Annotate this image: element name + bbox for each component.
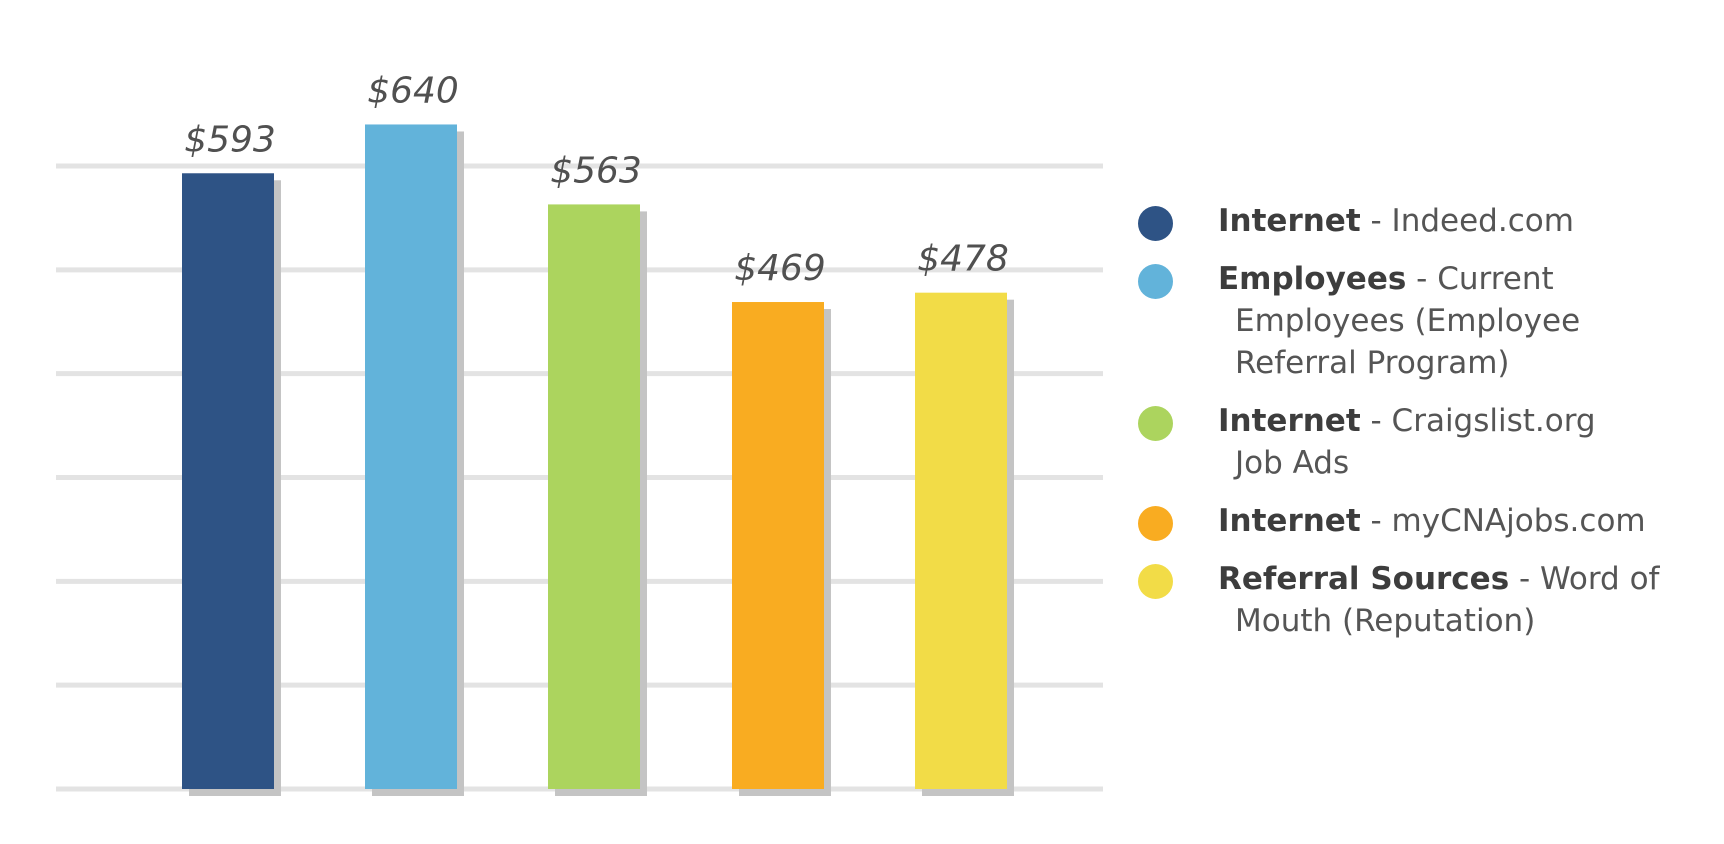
bar xyxy=(365,124,457,789)
legend-item-label: - Current xyxy=(1406,261,1554,297)
data-label: $563 xyxy=(550,150,642,191)
data-label: $469 xyxy=(734,248,826,289)
bar xyxy=(548,204,640,789)
bar xyxy=(182,173,274,790)
legend-item-sublabel: Employees (Employee Referral Program) xyxy=(1235,303,1581,381)
legend-item: Internet - Craigslist.org Job Ads xyxy=(1125,400,1685,484)
legend-item: Internet - myCNAjobs.com xyxy=(1125,500,1685,542)
legend-item-label: - Craigslist.org xyxy=(1360,403,1596,439)
legend-item: Internet - Indeed.com xyxy=(1125,200,1685,242)
bar-chart: $593 $640 $563 $469 $478 xyxy=(56,70,1103,797)
data-label: $478 xyxy=(917,239,1009,280)
legend-item-label: - myCNAjobs.com xyxy=(1360,503,1646,539)
bar xyxy=(915,292,1007,789)
legend: Internet - Indeed.com Employees - Curren… xyxy=(1125,200,1685,658)
legend-dot-icon xyxy=(1138,406,1173,441)
legend-item-label: - Word of xyxy=(1509,561,1660,597)
legend-dot-icon xyxy=(1138,206,1173,241)
legend-item-category: Employees xyxy=(1218,261,1407,297)
legend-item-sublabel: Mouth (Reputation) xyxy=(1235,603,1536,639)
legend-item: Employees - Current Employees (Employee … xyxy=(1125,258,1685,384)
legend-item-sublabel: Job Ads xyxy=(1235,445,1350,481)
legend-item-category: Internet xyxy=(1218,203,1361,239)
legend-dot-icon xyxy=(1138,564,1173,599)
bar xyxy=(732,302,824,789)
data-label: $593 xyxy=(184,119,276,160)
legend-item-category: Internet xyxy=(1218,403,1361,439)
legend-item-label: - Indeed.com xyxy=(1360,203,1574,239)
legend-item: Referral Sources - Word of Mouth (Reputa… xyxy=(1125,558,1685,642)
data-label: $640 xyxy=(367,70,459,111)
legend-dot-icon xyxy=(1138,264,1173,299)
legend-item-category: Internet xyxy=(1218,503,1361,539)
legend-dot-icon xyxy=(1138,506,1173,541)
legend-item-category: Referral Sources xyxy=(1218,561,1510,597)
